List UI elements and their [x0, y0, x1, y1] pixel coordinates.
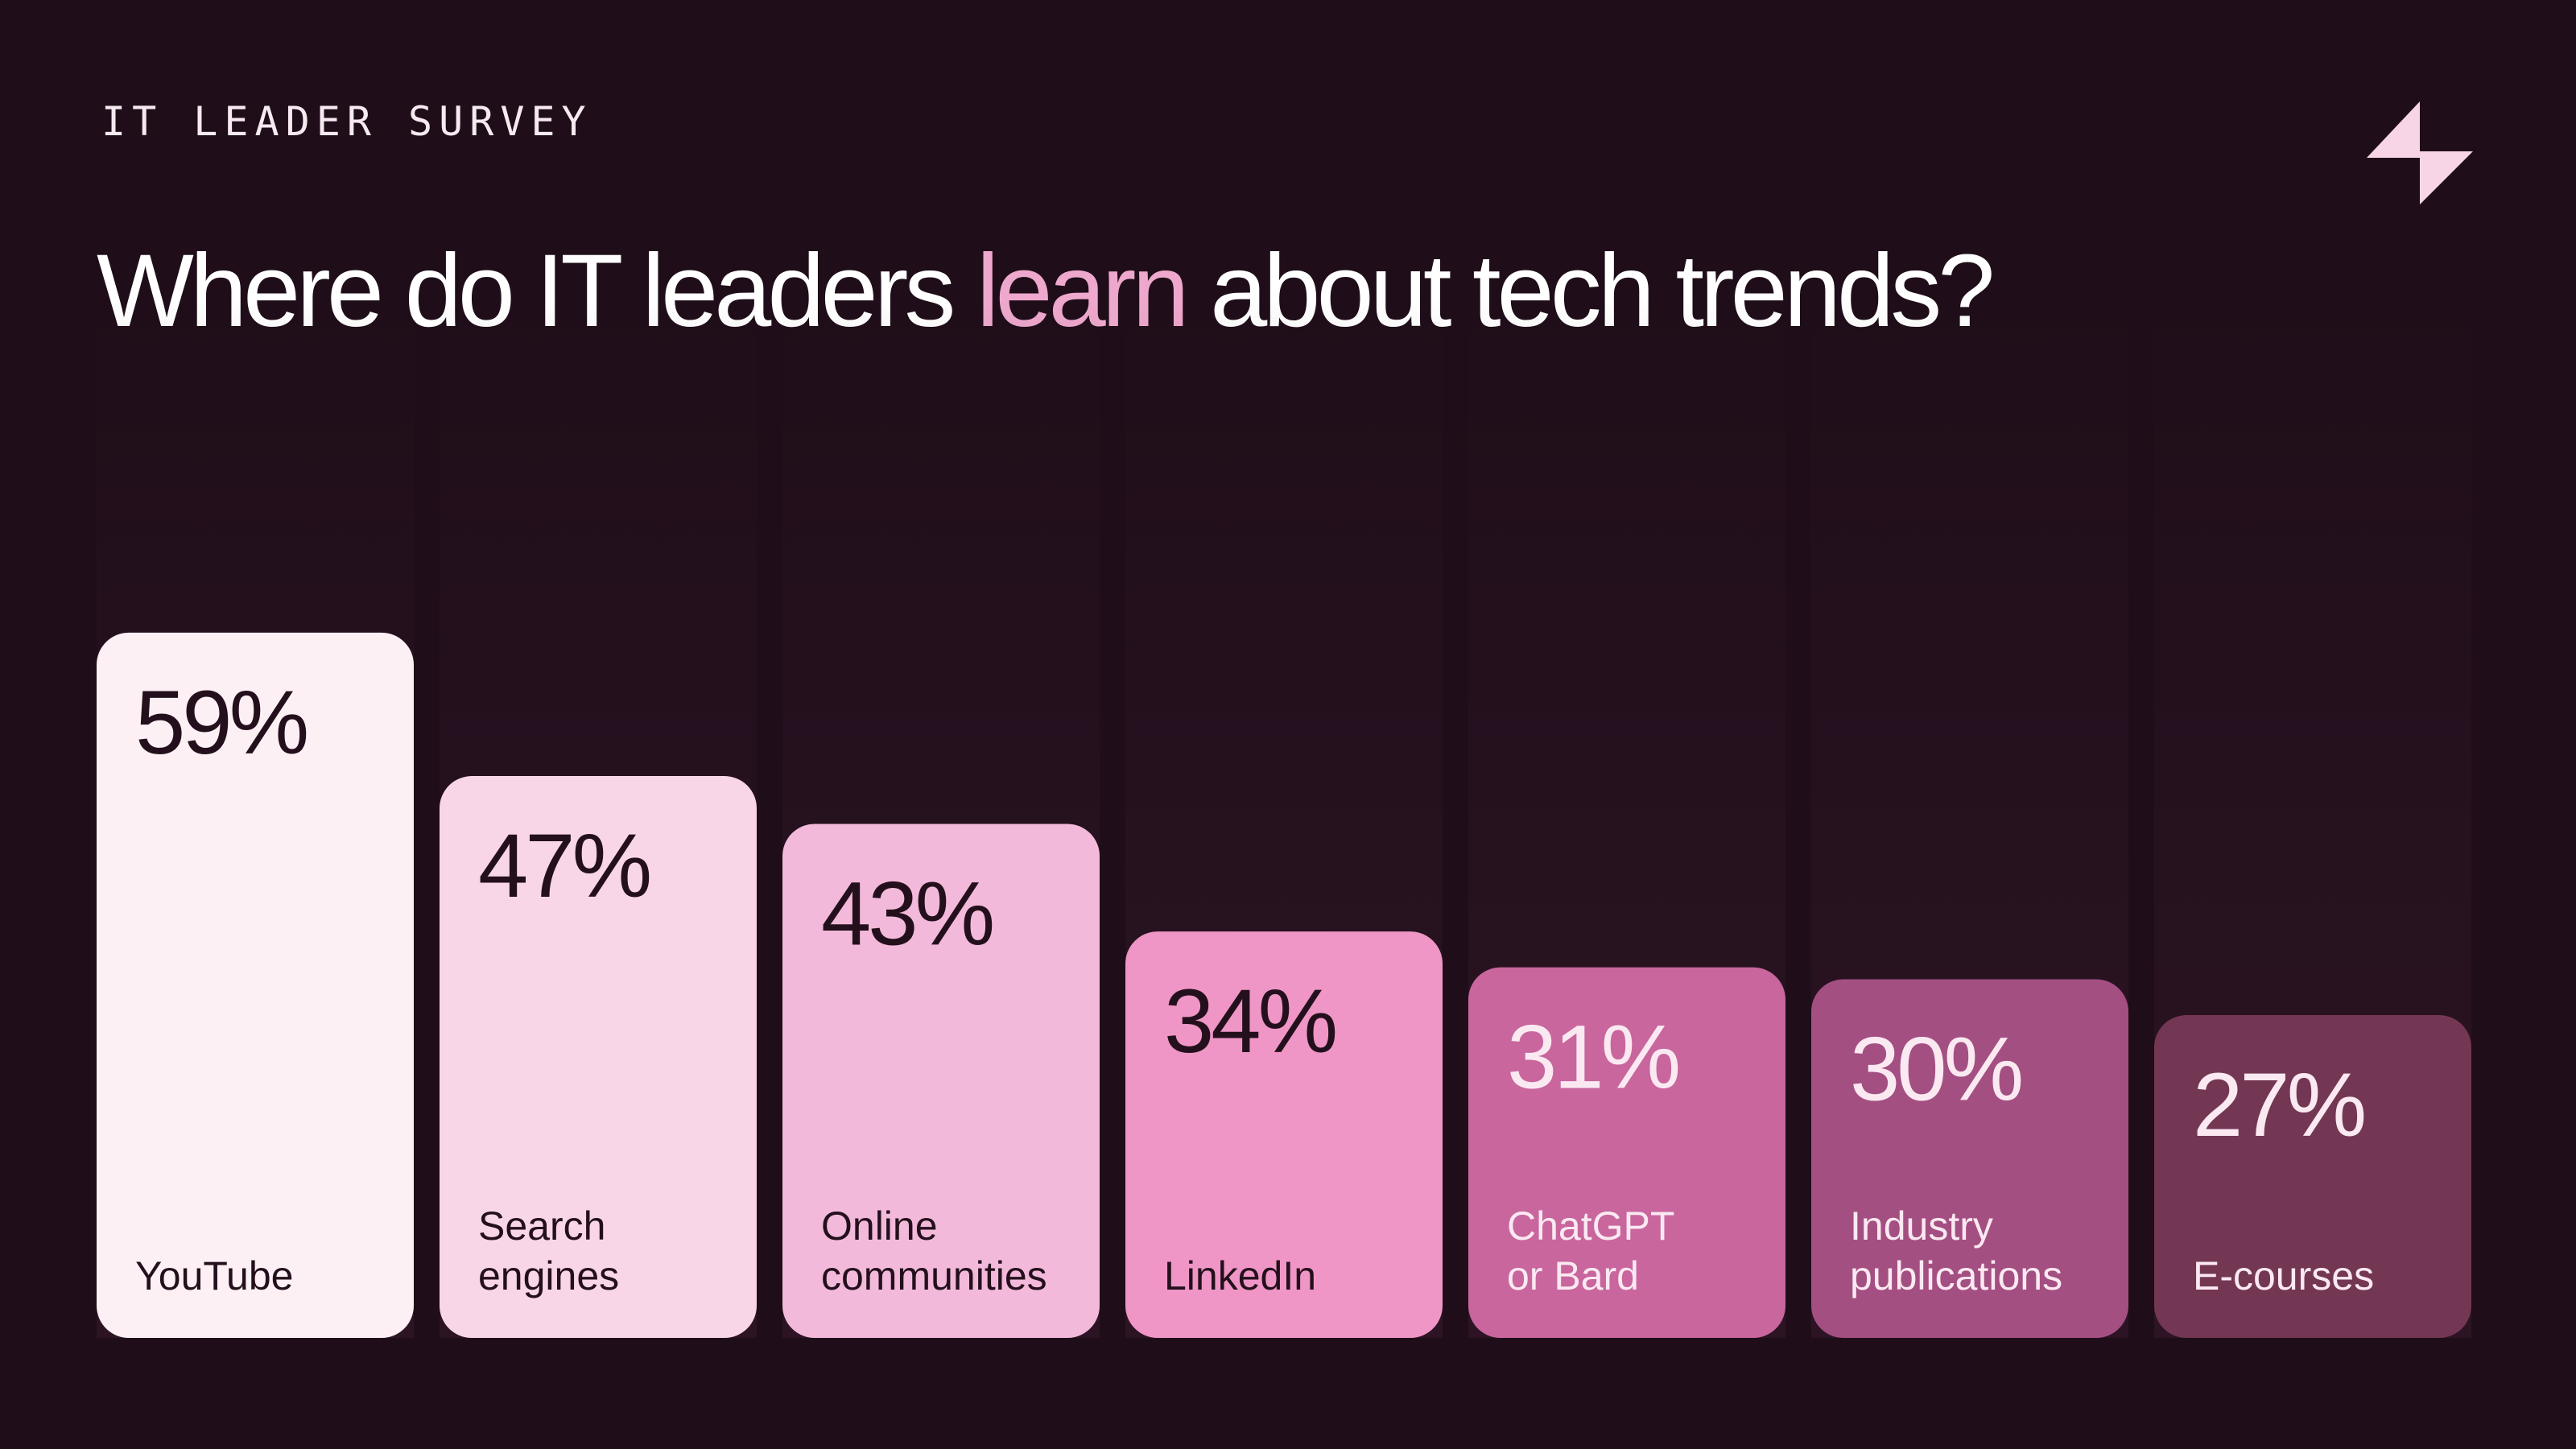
eyebrow-label: IT LEADER SURVEY — [101, 98, 592, 145]
logo-upper-shard — [2367, 101, 2420, 158]
bar-value-label: 43% — [821, 863, 993, 964]
bar-category-label: YouTube — [135, 1253, 293, 1298]
bar — [1125, 931, 1443, 1338]
bar-value-label: 27% — [2193, 1055, 2364, 1155]
bar-category-label: publications — [1850, 1253, 2062, 1298]
bar — [440, 776, 757, 1338]
bar — [782, 824, 1100, 1338]
bar-category-label: Industry — [1850, 1203, 1993, 1249]
bar-category-label: E-courses — [2193, 1253, 2374, 1298]
bar — [97, 632, 414, 1338]
bar — [1811, 979, 2128, 1338]
bar-value-label: 47% — [478, 815, 650, 916]
bar-category-label: Search — [478, 1203, 605, 1249]
bar-group: 34% LinkedIn — [1125, 931, 1443, 1338]
bar-category-label: or Bard — [1507, 1253, 1639, 1298]
bar-category-label: Online — [821, 1203, 938, 1249]
bar-category-label: ChatGPT — [1507, 1203, 1674, 1249]
bar — [2154, 1015, 2471, 1338]
bar-group: 59% YouTube — [97, 632, 414, 1338]
bar-value-label: 31% — [1507, 1007, 1678, 1108]
brand-logo-icon — [2367, 101, 2473, 204]
bar-value-label: 59% — [135, 672, 307, 773]
logo-lower-shard — [2420, 151, 2473, 204]
bar-category-label: LinkedIn — [1164, 1253, 1316, 1298]
bar-value-label: 30% — [1850, 1019, 2021, 1120]
bar — [1468, 967, 1785, 1338]
bar-category-label: communities — [821, 1253, 1047, 1298]
bar-category-label: engines — [478, 1253, 619, 1298]
bar-group: 27% E-courses — [2154, 1015, 2471, 1338]
bar-value-label: 34% — [1164, 971, 1335, 1071]
